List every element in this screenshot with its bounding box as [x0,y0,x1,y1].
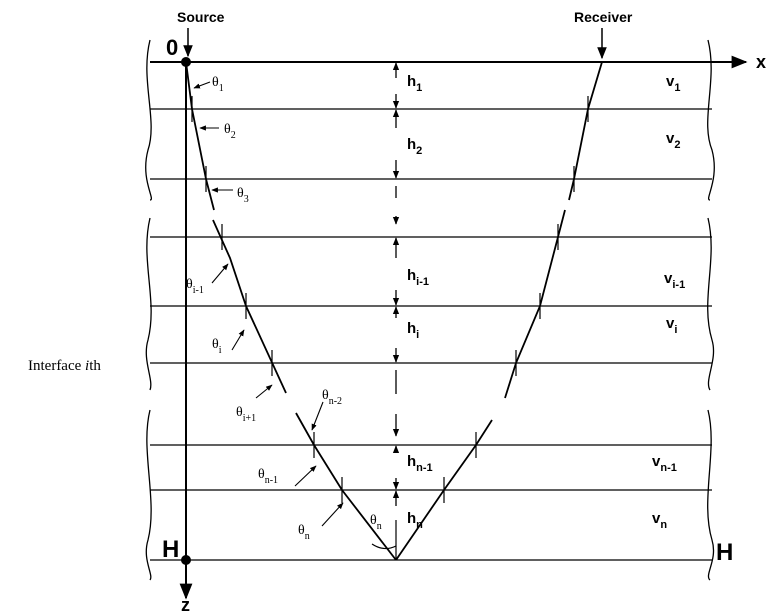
ray-up-upper [568,61,603,201]
velocity-label-vn: vn [652,510,667,531]
angle-label-theta-n-2: θn-2 [322,388,342,407]
ray-up-middle [504,209,566,399]
angle-label-theta1: θ1 [212,75,224,94]
angle-label-theta3: θ3 [237,186,249,205]
velocity-label-v2: v2 [666,130,680,151]
angle-pointer [193,81,211,89]
angle-label-theta-n: θn [298,523,310,542]
receiver-label: Receiver [574,9,633,25]
thickness-label-h2: h2 [407,136,422,157]
angle-label-theta-i-1: θi-1 [186,277,204,296]
thickness-label-hi: hi [407,320,419,341]
source-label: Source [177,9,225,25]
origin-label: 0 [166,35,178,60]
angle-pointer [255,384,273,399]
ray-up-lower [395,419,493,561]
thickness-label-h1: h1 [407,73,422,94]
thickness-label-hn: hn [407,510,423,531]
depth-label-right: H [716,539,733,566]
angle-label-theta2: θ2 [224,122,236,141]
angle-pointer [294,465,317,487]
angle-pointer [231,329,245,351]
right-boundary-lower [707,409,715,581]
velocity-label-v1: v1 [666,73,680,94]
ray-down-upper [185,61,215,211]
depth-point [181,555,191,565]
right-boundary-upper [707,39,715,201]
velocity-label-vi: vi [666,315,677,336]
left-boundary-upper [145,39,152,201]
velocity-label-vi-1: vi-1 [664,270,685,291]
z-axis-label: z [181,595,190,614]
angle-arc [371,543,397,550]
x-axis-label: x [756,52,766,72]
angle-pointer [211,263,229,284]
angle-label-theta-i: θi [212,337,222,356]
right-boundary-middle [707,217,715,391]
angle-label-theta-n-1: θn-1 [258,467,278,486]
interface-label: Interface ith [28,358,101,374]
thickness-label-hi-1: hi-1 [407,267,429,288]
left-boundary-lower [145,409,152,581]
left-boundary-middle [145,217,152,391]
thickness-label-hn-1: hn-1 [407,453,433,474]
angle-pointer [311,401,324,431]
depth-label-left: H [162,536,179,563]
ray-down-lower [295,412,397,561]
velocity-label-vn-1: vn-1 [652,453,677,474]
angle-label-theta-i+1: θi+1 [236,405,256,424]
angle-label-theta-n-bottom: θn [370,513,382,532]
angle-pointer [321,502,344,527]
